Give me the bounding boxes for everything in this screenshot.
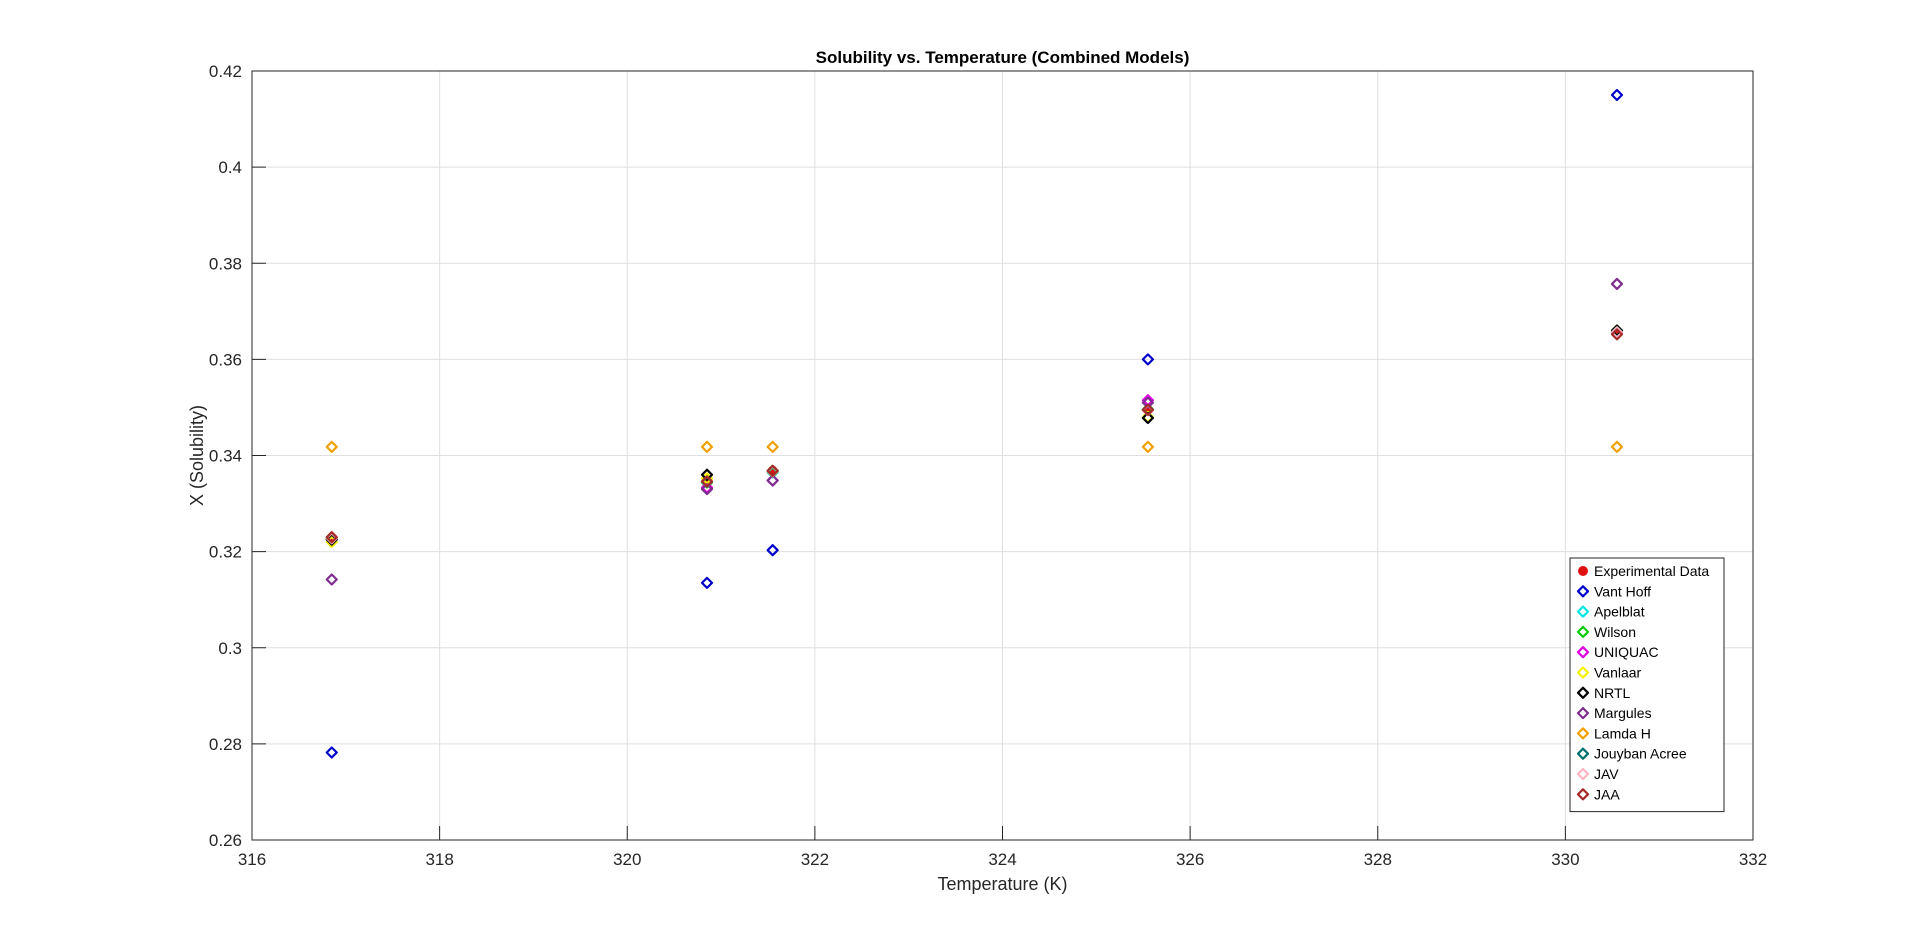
- legend-marker: [1576, 706, 1590, 720]
- y-axis: 0.26 0.28 0.3 0.32 0.34 0.36 0.38 0.4 0.42: [209, 62, 266, 850]
- y-tick-label: 0.3: [218, 639, 242, 658]
- y-tick-label: 0.32: [209, 543, 242, 562]
- data-point-vant-hoff: [325, 746, 338, 759]
- legend-marker: [1576, 727, 1590, 740]
- legend-label: Wilson: [1594, 624, 1636, 640]
- x-tick-label: 318: [425, 850, 453, 869]
- data-point-nrtl: [1141, 411, 1155, 425]
- legend-marker: [1576, 686, 1590, 699]
- data-point-jaa: [325, 531, 338, 544]
- data-point-margules: [1141, 396, 1155, 409]
- legend-marker: [1578, 566, 1588, 576]
- data-point-lamda-h: [325, 440, 338, 453]
- y-tick-label: 0.4: [218, 158, 242, 177]
- data-point-vant-hoff: [1610, 88, 1624, 102]
- legend-item-margules: Margules: [1576, 705, 1652, 721]
- legend-marker: [1576, 625, 1590, 639]
- legend-box: [1569, 557, 1725, 813]
- data-point-margules: [1610, 277, 1624, 291]
- x-axis: 316 318 320 322 324 326 328 330 332: [238, 826, 1767, 869]
- x-tick-label: 322: [801, 850, 829, 869]
- y-axis-title: X (Solubility): [187, 405, 207, 506]
- legend-label: JAA: [1594, 786, 1620, 802]
- legend-marker: [1576, 666, 1590, 679]
- legend-marker: [1576, 605, 1590, 618]
- data-point-nrtl: [700, 468, 714, 481]
- x-tick-label: 320: [613, 850, 641, 869]
- legend-label: Apelblat: [1594, 604, 1645, 620]
- data-point-margules: [700, 483, 714, 496]
- grid-lines: [251, 70, 1754, 841]
- series-vant-hoff: [325, 88, 1624, 759]
- data-point-vant-hoff: [1141, 353, 1155, 366]
- legend-label: Lamda H: [1594, 725, 1651, 741]
- y-tick-label: 0.34: [209, 447, 242, 466]
- data-point-lamda-h: [1141, 440, 1155, 453]
- legend-label: Experimental Data: [1594, 563, 1709, 579]
- x-axis-title: Temperature (K): [937, 874, 1067, 894]
- x-tick-label: 330: [1551, 850, 1579, 869]
- data-point-margules: [766, 474, 779, 487]
- x-tick-label: 326: [1176, 850, 1204, 869]
- legend-item-wilson: Wilson: [1576, 624, 1636, 640]
- series-lamda-h: [325, 440, 1624, 453]
- legend-label: Margules: [1594, 705, 1652, 721]
- legend-marker: [1576, 747, 1590, 760]
- data-point-jaa: [700, 475, 714, 488]
- legend-item-vant-hoff: Vant Hoff: [1576, 583, 1651, 599]
- data-point-lamda-h: [700, 440, 714, 453]
- legend-item-nrtl: NRTL: [1576, 685, 1631, 701]
- data-point-jav: [1610, 326, 1624, 339]
- data-point-jaa: [1610, 328, 1624, 341]
- legend-item-jouyban-acree: Jouyban Acree: [1576, 746, 1687, 762]
- legend-label: Vant Hoff: [1594, 583, 1651, 599]
- legend-item-vanlaar: Vanlaar: [1576, 665, 1642, 681]
- y-tick-label: 0.38: [209, 254, 242, 273]
- chart-title: Solubility vs. Temperature (Combined Mod…: [816, 48, 1190, 67]
- legend-item-uniquac: UNIQUAC: [1576, 644, 1659, 660]
- legend-marker: [1576, 788, 1590, 801]
- series-jaa: [325, 328, 1624, 544]
- y-tick-label: 0.28: [209, 735, 242, 754]
- legend-item-lamda-h: Lamda H: [1576, 725, 1651, 741]
- legend-item-apelblat: Apelblat: [1576, 604, 1645, 620]
- y-tick-label: 0.26: [209, 831, 242, 850]
- data-points: [325, 88, 1624, 759]
- data-point-vant-hoff: [700, 576, 714, 589]
- x-tick-label: 324: [988, 850, 1016, 869]
- x-tick-label: 332: [1739, 850, 1767, 869]
- legend-label: Vanlaar: [1594, 665, 1642, 681]
- legend-label: NRTL: [1594, 685, 1631, 701]
- data-point-jaa: [766, 464, 779, 477]
- x-tick-label: 316: [238, 850, 266, 869]
- data-point-lamda-h: [766, 440, 779, 453]
- series-margules: [325, 277, 1624, 586]
- y-tick-label: 0.36: [209, 350, 242, 369]
- legend-label: JAV: [1594, 766, 1619, 782]
- legend-marker: [1576, 767, 1590, 781]
- data-point-vant-hoff: [766, 544, 779, 557]
- legend-marker: [1576, 646, 1590, 659]
- y-tick-label: 0.42: [209, 62, 242, 81]
- legend-label: UNIQUAC: [1594, 644, 1659, 660]
- data-point-margules: [325, 573, 338, 586]
- data-point-jaa: [1141, 403, 1155, 416]
- legend-marker: [1576, 585, 1590, 598]
- legend-item-jav: JAV: [1576, 766, 1619, 782]
- legend: Experimental Data Vant Hoff Apelblat Wilson…: [1569, 557, 1725, 813]
- data-point-lamda-h: [1610, 440, 1624, 453]
- legend-item-experimental-data: Experimental Data: [1578, 563, 1709, 579]
- x-tick-label: 328: [1364, 850, 1392, 869]
- legend-label: Jouyban Acree: [1594, 746, 1687, 762]
- legend-item-jaa: JAA: [1576, 786, 1620, 802]
